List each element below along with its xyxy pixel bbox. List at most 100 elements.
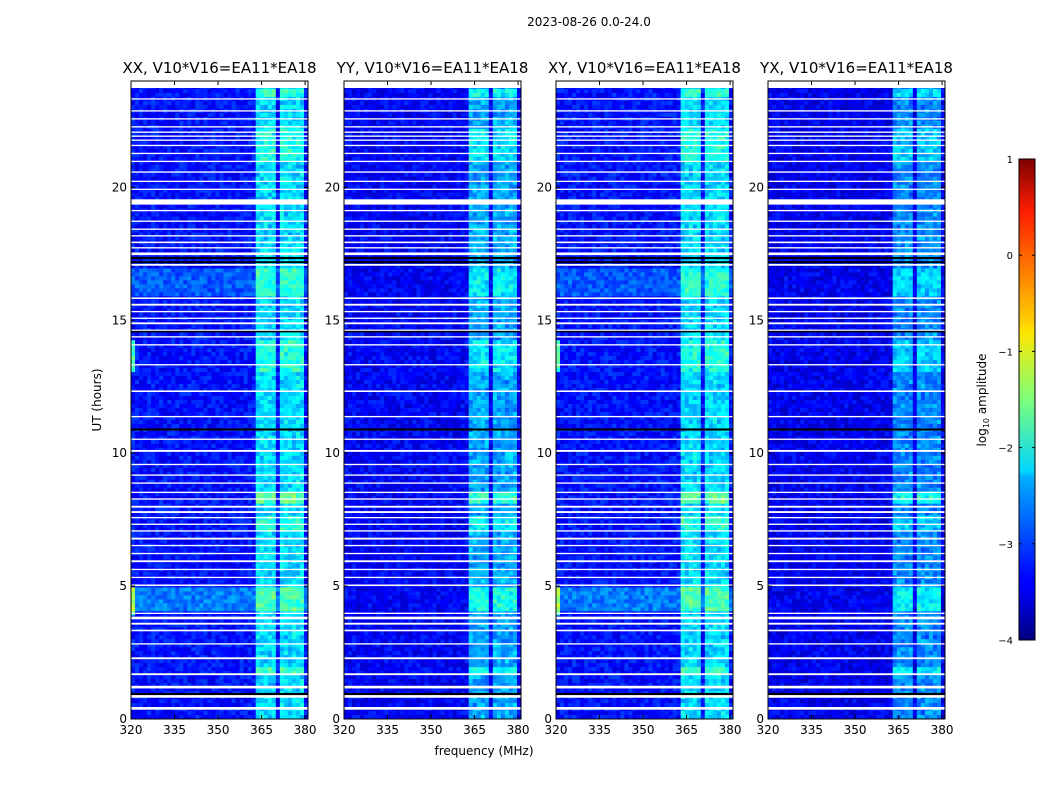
pixel-cell (171, 531, 176, 536)
pixel-cell (203, 415, 208, 421)
pixel-cell (259, 435, 265, 441)
pixel-cell (259, 232, 265, 237)
pixel-cell (143, 435, 148, 441)
pixel-cell (239, 120, 245, 126)
pixel-cell (271, 439, 277, 445)
pixel-cell (295, 423, 301, 429)
pixel-cell (159, 196, 164, 202)
pixel-cell (211, 384, 216, 389)
pixel-cell (287, 348, 293, 353)
pixel-cell (171, 479, 176, 485)
pixel-cell (251, 471, 257, 477)
pixel-cell (283, 92, 289, 98)
pixel-cell (295, 400, 301, 405)
pixel-cell (175, 431, 180, 437)
pixel-cell (215, 308, 220, 313)
pixel-cell (283, 368, 289, 373)
pixel-cell (135, 451, 140, 457)
pixel-cell (231, 423, 236, 429)
pixel-cell (211, 419, 216, 425)
pixel-cell (211, 156, 216, 162)
pixel-cell (163, 284, 168, 289)
pixel-cell (131, 491, 136, 497)
pixel-cell (259, 112, 265, 118)
pixel-cell (291, 192, 297, 198)
pixel-cell (271, 400, 277, 405)
pixel-cell (247, 396, 253, 401)
pixel-cell (227, 292, 232, 297)
pixel-cell (195, 384, 200, 389)
pixel-cell (195, 160, 200, 166)
pixel-cell (223, 160, 228, 166)
pixel-cell (235, 380, 241, 385)
pixel-cell (147, 244, 152, 249)
pixel-cell (263, 388, 269, 393)
pixel-cell (271, 471, 277, 477)
pixel-cell (187, 92, 192, 98)
pixel-cell (299, 276, 305, 281)
pixel-cell (227, 511, 232, 517)
pixel-cell (263, 216, 269, 221)
pixel-cell (183, 340, 188, 345)
pixel-cell (231, 176, 236, 182)
pixel-cell (295, 312, 301, 317)
pixel-cell (287, 212, 293, 217)
pixel-cell (251, 463, 257, 469)
pixel-cell (231, 204, 236, 209)
pixel-cell (247, 288, 253, 293)
pixel-cell (251, 455, 257, 461)
pixel-cell (259, 336, 265, 341)
pixel-cell (219, 451, 224, 457)
pixel-cell (191, 344, 196, 349)
pixel-cell (251, 348, 257, 353)
pixel-cell (291, 423, 297, 429)
pixel-cell (227, 92, 232, 98)
pixel-cell (203, 152, 208, 158)
pixel-cell (247, 276, 253, 281)
pixel-cell (231, 140, 236, 146)
pixel-cell (191, 224, 196, 229)
pixel-cell (139, 268, 144, 273)
pixel-cell (263, 507, 269, 513)
pixel-cell (187, 483, 192, 489)
pixel-cell (163, 288, 168, 293)
pixel-cell (271, 156, 277, 162)
pixel-cell (287, 435, 293, 441)
pixel-cell (139, 499, 144, 505)
pixel-cell (243, 364, 249, 369)
pixel-cell (163, 396, 168, 401)
pixel-cell (163, 479, 168, 485)
pixel-cell (171, 304, 176, 309)
pixel-cell (279, 104, 285, 110)
pixel-cell (259, 148, 265, 154)
pixel-cell (223, 384, 228, 389)
pixel-cell (263, 336, 269, 341)
pixel-cell (167, 483, 172, 489)
pixel-cell (219, 419, 224, 425)
pixel-cell (167, 284, 172, 289)
pixel-cell (187, 244, 192, 249)
pixel-cell (243, 356, 249, 361)
pixel-cell (203, 196, 208, 202)
pixel-cell (231, 344, 236, 349)
pixel-cell (203, 336, 208, 341)
pixel-cell (239, 352, 245, 357)
pixel-cell (275, 272, 281, 277)
pixel-cell (199, 136, 204, 142)
pixel-cell (151, 451, 156, 457)
pixel-cell (255, 519, 261, 525)
pixel-cell (291, 184, 297, 190)
pixel-cell (227, 136, 232, 142)
pixel-cell (227, 248, 232, 253)
pixel-cell (227, 451, 232, 457)
pixel-cell (219, 372, 224, 377)
pixel-cell (207, 403, 212, 409)
pixel-cell (211, 176, 216, 182)
pixel-cell (263, 511, 269, 517)
pixel-cell (219, 368, 224, 373)
pixel-cell (167, 280, 172, 285)
pixel-cell (239, 388, 245, 393)
pixel-cell (279, 356, 285, 361)
pixel-cell (159, 216, 164, 221)
pixel-cell (175, 531, 180, 536)
